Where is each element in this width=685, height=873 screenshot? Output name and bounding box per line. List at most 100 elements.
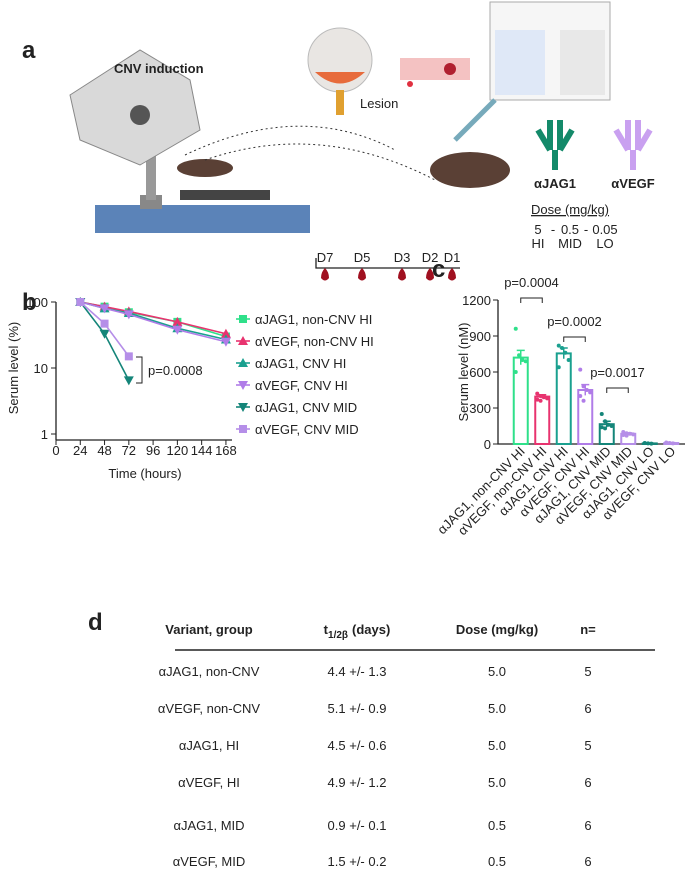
table-cell: αVEGF, MID [173, 854, 246, 869]
data-point [538, 398, 543, 403]
data-point [556, 343, 561, 348]
blood-drop [358, 268, 366, 281]
data-point [599, 425, 604, 430]
panel-label: b [22, 289, 37, 316]
day: D7 [317, 250, 334, 265]
data-point [603, 419, 608, 424]
data-point [513, 326, 518, 331]
antibody-label: αVEGF [611, 176, 654, 191]
timeline [315, 258, 460, 269]
blood-drop [321, 268, 329, 281]
table-cell: 6 [584, 818, 591, 833]
x-tick-label: 144 [191, 443, 213, 458]
series-line [79, 301, 130, 381]
data-point [556, 365, 561, 370]
data-point [535, 391, 540, 396]
y-axis-label: Serum level (%) [6, 322, 21, 414]
data-point [631, 432, 636, 437]
data-point [642, 441, 647, 446]
annotation: p=0.0017 [590, 365, 645, 380]
dose: - [551, 222, 555, 237]
data-point [513, 370, 518, 374]
marker [172, 325, 183, 335]
table-cell: 6 [584, 854, 591, 869]
lesion-dot [407, 81, 413, 87]
table-header: n= [580, 622, 596, 637]
legend-marker [238, 336, 248, 345]
x-axis-label: Time (hours) [108, 466, 181, 481]
legend-marker [239, 425, 247, 433]
day: D2 [422, 250, 439, 265]
table-cell: αVEGF, non-CNV [158, 701, 260, 716]
table-cell: αJAG1, non-CNV [159, 664, 260, 679]
x-tick-label: 96 [146, 443, 160, 458]
table-cell: 6 [584, 701, 591, 716]
panel-label: d [88, 609, 103, 636]
marker [123, 310, 134, 320]
table-cell: 5 [584, 664, 591, 679]
data-point [578, 367, 583, 372]
table-cell: 5.0 [488, 775, 506, 790]
table-cell: 5.1 +/- 0.9 [328, 701, 387, 716]
x-tick-label: 48 [97, 443, 111, 458]
data-point [588, 390, 593, 395]
marker [76, 298, 85, 306]
vessel [400, 58, 470, 80]
bracket [136, 356, 143, 384]
legend-marker [238, 381, 248, 390]
y-tick-label: 1 [41, 427, 48, 442]
data-point [649, 441, 654, 446]
data-point [621, 433, 626, 437]
marker [124, 352, 133, 361]
arrow [204, 143, 436, 181]
stand-base [140, 195, 162, 209]
table-cell: 4.5 +/- 0.6 [328, 738, 387, 753]
table-cell: αVEGF, HI [178, 775, 240, 790]
inset-cell [560, 30, 605, 95]
dose-title: Dose (mg/kg) [531, 202, 609, 217]
legend-label: αVEGF, non-CNV HI [255, 334, 374, 349]
legend-marker [238, 403, 248, 412]
bar [534, 395, 551, 446]
data-point [541, 395, 546, 400]
data-point [517, 353, 522, 358]
bracket [520, 297, 543, 303]
data-point [646, 441, 651, 446]
arrow [184, 125, 396, 156]
data-point [545, 396, 550, 401]
legend-label: αJAG1, CNV HI [255, 356, 346, 371]
y-tick-label: 600 [469, 365, 491, 380]
blood-drop [426, 268, 434, 281]
data-point [624, 433, 629, 438]
y-tick-label: 100 [26, 295, 48, 310]
error-bar [516, 349, 525, 365]
optic-nerve [336, 90, 344, 115]
data-point [563, 350, 568, 355]
data-point [520, 358, 525, 362]
data-point [609, 424, 614, 428]
dose-group: MID [558, 236, 582, 251]
day: D5 [354, 250, 371, 265]
table-header: Variant, group [165, 622, 252, 637]
table-cell: 0.5 [488, 854, 506, 869]
bracket [563, 336, 586, 342]
panel-label: c [432, 256, 445, 283]
data-point [606, 422, 611, 427]
table-cell: αJAG1, HI [179, 738, 239, 753]
marker [220, 328, 231, 338]
table-cell: 5 [584, 738, 591, 753]
dose: 5 [534, 222, 541, 237]
x-tick-label: 24 [73, 443, 87, 458]
table-cell: 0.9 +/- 0.1 [328, 818, 387, 833]
x-tick-label: 0 [52, 443, 59, 458]
y-tick-label: 900 [469, 329, 491, 344]
legend-marker [238, 358, 248, 367]
y-axis-label: Serum level (nM) [456, 323, 471, 422]
dose: - [584, 222, 588, 237]
header-part: 1/2β [328, 630, 348, 641]
x-tick-label: 72 [122, 443, 136, 458]
antibody-jag1 [535, 120, 575, 170]
bar [577, 389, 594, 445]
y-tick-label: 10 [34, 361, 48, 376]
